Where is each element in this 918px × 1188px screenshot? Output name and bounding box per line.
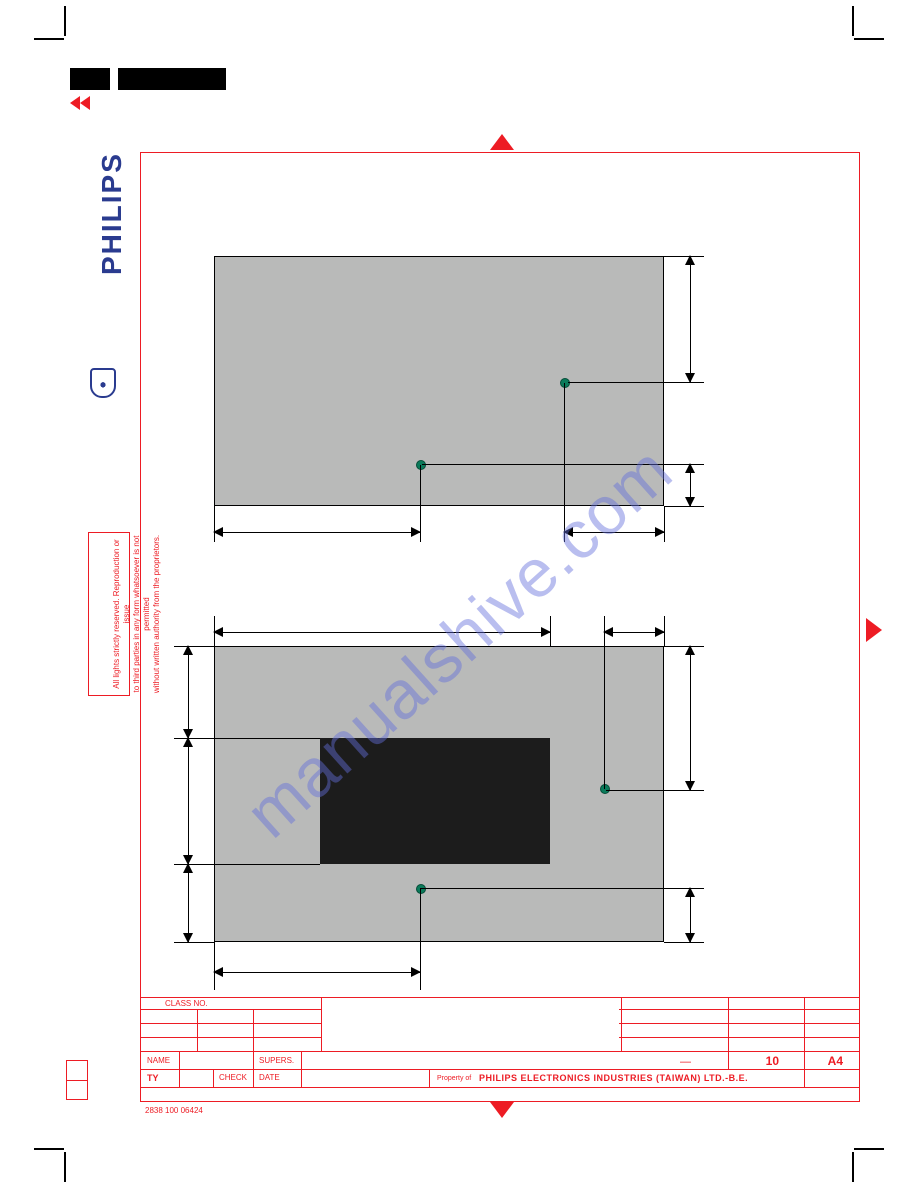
sheet-no: 10 [766, 1054, 779, 1068]
reference-dot [416, 460, 426, 470]
panel-top [214, 256, 664, 506]
name-label: NAME [147, 1056, 170, 1065]
redaction-bar [70, 68, 110, 90]
supers-label: SUPERS. [259, 1056, 294, 1065]
dim-leader [420, 888, 704, 889]
copyright-line: All lights strictly reserved. Reproducti… [112, 539, 131, 688]
dim-arrow [604, 632, 664, 633]
title-block: CLASS NO. NAME SUPERS. TY CHECK DATE Pro… [141, 997, 859, 1101]
crop-mark [64, 1152, 66, 1182]
crop-mark [64, 6, 66, 36]
dim-arrow [690, 646, 691, 790]
dim-arrow [214, 632, 550, 633]
dim-arrow [690, 888, 691, 942]
dim-tick [174, 864, 320, 865]
dim-tick [564, 383, 565, 542]
dim-arrow [188, 738, 189, 864]
redaction-bar [118, 68, 226, 90]
reference-dot [600, 784, 610, 794]
dim-tick [174, 942, 214, 943]
rewind-icon[interactable] [70, 96, 90, 110]
property-label: Property of [437, 1075, 471, 1082]
dim-tick [664, 506, 704, 507]
dim-tick [664, 646, 704, 647]
inner-rect [320, 738, 550, 864]
check-label: CHECK [219, 1073, 247, 1082]
dim-arrow [690, 464, 691, 506]
side-tab [66, 1060, 88, 1100]
dim-tick [664, 942, 704, 943]
company-name: PHILIPS ELECTRONICS INDUSTRIES (TAIWAN) … [479, 1073, 748, 1083]
dim-tick [664, 256, 704, 257]
dim-arrow [214, 532, 420, 533]
date-label: DATE [259, 1073, 280, 1082]
crop-mark [852, 1152, 854, 1182]
dim-tick [174, 738, 320, 739]
crop-mark [854, 38, 884, 40]
part-no: 2838 100 06424 [145, 1106, 203, 1115]
edge-triangle-icon [490, 134, 514, 150]
dim-tick [422, 464, 704, 465]
crop-mark [852, 6, 854, 36]
reference-dot [416, 884, 426, 894]
dim-tick [604, 616, 605, 789]
edge-triangle-icon [490, 1102, 514, 1118]
crop-mark [34, 1148, 64, 1150]
brand-shield-icon [90, 368, 116, 398]
crop-mark [854, 1148, 884, 1150]
dim-tick [664, 888, 704, 889]
dim-arrow [564, 532, 664, 533]
reference-dot [560, 378, 570, 388]
dim-arrow [188, 864, 189, 942]
ty-label: TY [147, 1073, 159, 1083]
brand-logo: PHILIPS [96, 152, 128, 275]
crop-mark [34, 38, 64, 40]
edge-triangle-icon [866, 618, 882, 642]
classno-label: CLASS NO. [165, 999, 208, 1008]
dim-arrow [214, 972, 420, 973]
dim-arrow [690, 256, 691, 382]
dim-arrow [188, 646, 189, 738]
dim-tick [568, 382, 704, 383]
dim-tick [214, 942, 215, 990]
dim-tick [174, 646, 214, 647]
sheet-size: A4 [828, 1054, 843, 1068]
dash: — [680, 1056, 691, 1068]
